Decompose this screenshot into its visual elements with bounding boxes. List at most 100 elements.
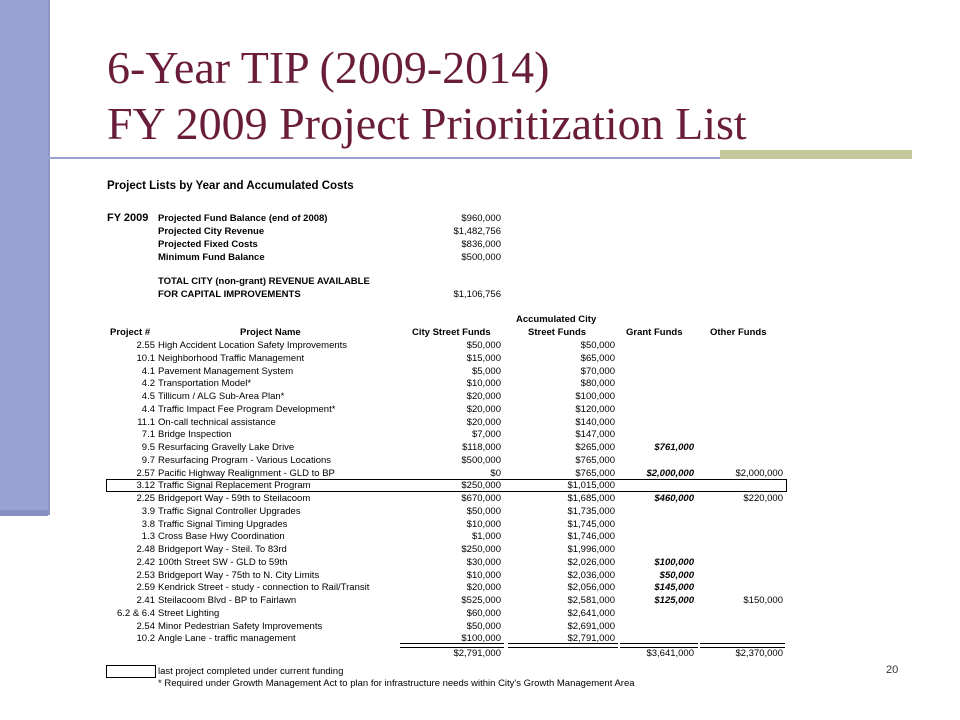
- project-name: On-call technical assistance: [158, 416, 276, 428]
- project-name: Pacific Highway Realignment - GLD to BP: [158, 467, 335, 479]
- accumulated-city-funds: $65,000: [580, 352, 615, 364]
- city-street-funds: $250,000: [461, 480, 501, 492]
- summary-value: $1,482,756: [453, 226, 501, 237]
- table-row: 2.48 Bridgeport Way - Steil. To 83rd $250,…: [100, 544, 790, 557]
- project-name: Resurfacing Gravelly Lake Drive: [158, 442, 295, 453]
- table-row: 4.2 Transportation Model* $10,000 $80,000: [100, 378, 790, 391]
- totals-row: $2,791,000 $3,641,000 $2,370,000: [100, 648, 790, 661]
- title-line-1: 6-Year TIP (2009-2014): [107, 42, 550, 93]
- project-name: Bridgeport Way - Steil. To 83rd: [158, 544, 287, 555]
- project-number: 9.5: [141, 442, 155, 453]
- table-row: 2.55 High Accident Location Safety Improv…: [100, 340, 790, 353]
- table-row: 6.2 & 6.4 Street Lighting $60,000 $2,641,00…: [100, 608, 790, 621]
- project-name: Bridgeport Way - 59th to Steilacoom: [158, 493, 311, 504]
- city-street-funds: $7,000: [471, 429, 501, 441]
- project-number: 4.1: [141, 365, 155, 377]
- project-number: 2.54: [136, 620, 156, 632]
- grant-funds: $145,000: [654, 582, 694, 594]
- summary-value: $836,000: [461, 239, 501, 250]
- grant-funds: $100,000: [654, 556, 694, 568]
- grant-funds: $2,000,000: [646, 467, 694, 479]
- accumulated-city-funds: $120,000: [575, 403, 615, 415]
- header-other: Other Funds: [710, 327, 767, 338]
- project-number: 2.42: [136, 556, 156, 568]
- project-number: 6.2 & 6.4: [116, 607, 155, 619]
- total-underline-accum: [508, 643, 618, 648]
- city-street-funds: $10,000: [466, 569, 501, 581]
- accumulated-city-funds: $1,745,000: [567, 518, 615, 530]
- project-number: 2.41: [136, 595, 156, 606]
- grant-funds: $125,000: [654, 595, 694, 606]
- accumulated-city-funds: $2,691,000: [567, 620, 615, 632]
- project-name: Kendrick Street - study - connection to …: [158, 582, 370, 594]
- project-name: Traffic Signal Replacement Program: [158, 480, 311, 492]
- title-rule-accent: [720, 150, 912, 159]
- total-grant: $3,641,000: [646, 648, 694, 659]
- page-number: 20: [886, 664, 899, 676]
- project-name: Steilacoom Blvd - BP to Fairlawn: [158, 595, 297, 606]
- other-funds: $2,000,000: [735, 467, 783, 479]
- project-number: 1.3: [141, 531, 155, 543]
- city-street-funds: $20,000: [466, 391, 501, 402]
- city-street-funds: $20,000: [466, 403, 501, 415]
- side-decor-bar-shadow: [0, 510, 48, 516]
- project-number: 3.9: [141, 505, 155, 517]
- summary-label: Projected City Revenue: [158, 226, 265, 237]
- accumulated-city-funds: $1,996,000: [567, 544, 615, 555]
- city-street-funds: $20,000: [466, 416, 501, 428]
- accumulated-city-funds: $1,685,000: [567, 493, 615, 504]
- table-row: 2.54 Minor Pedestrian Safety Improvements…: [100, 621, 790, 634]
- summary-value: $500,000: [461, 252, 501, 263]
- accumulated-city-funds: $2,056,000: [567, 582, 615, 594]
- accumulated-city-funds: $2,026,000: [567, 556, 615, 568]
- accumulated-city-funds: $2,581,000: [567, 595, 615, 606]
- last-funded-project-highlight: [106, 479, 787, 492]
- city-street-funds: $50,000: [466, 620, 501, 632]
- grant-funds: $460,000: [654, 493, 694, 504]
- project-number: 4.4: [141, 403, 155, 415]
- project-name: Traffic Impact Fee Program Development*: [158, 403, 336, 415]
- accumulated-city-funds: $100,000: [575, 391, 615, 402]
- accumulated-city-funds: $2,641,000: [567, 607, 615, 619]
- table-row: 10.2 Angle Lane - traffic management $100,…: [100, 633, 790, 646]
- project-name: Angle Lane - traffic management: [158, 633, 296, 645]
- total-available-label-1: TOTAL CITY (non-grant) REVENUE AVAILABLE: [158, 276, 370, 287]
- project-name: Neighborhood Traffic Management: [158, 352, 305, 364]
- project-number: 2.55: [136, 340, 156, 351]
- accumulated-city-funds: $80,000: [580, 378, 615, 390]
- table-row: 1.3 Cross Base Hwy Coordination $1,000 $1,7…: [100, 531, 790, 544]
- other-funds: $150,000: [743, 595, 783, 606]
- table-row: 3.8 Traffic Signal Timing Upgrades $10,000…: [100, 519, 790, 532]
- table-row: 11.1 On-call technical assistance $20,000 $…: [100, 417, 790, 430]
- project-number: 7.1: [141, 429, 155, 441]
- total-underline-city: [400, 643, 504, 648]
- table-row: 3.12 Traffic Signal Replacement Program $2…: [100, 480, 790, 493]
- header-city-funds: City Street Funds: [412, 327, 491, 338]
- city-street-funds: $525,000: [461, 595, 501, 606]
- table-row: 2.25 Bridgeport Way - 59th to Steilacoom $…: [100, 493, 790, 506]
- table-row: 4.4 Traffic Impact Fee Program Developmen…: [100, 404, 790, 417]
- project-name: Traffic Signal Timing Upgrades: [158, 518, 288, 530]
- accumulated-city-funds: $147,000: [575, 429, 615, 441]
- table-row: 2.53 Bridgeport Way - 75th to N. City Lim…: [100, 570, 790, 583]
- project-name: Traffic Signal Controller Upgrades: [158, 505, 301, 517]
- city-street-funds: $1,000: [471, 531, 501, 543]
- project-number: 2.25: [136, 493, 156, 504]
- total-available-value: $1,106,756: [453, 289, 501, 300]
- total-underline-other: [700, 643, 785, 648]
- table-row: 2.57 Pacific Highway Realignment - GLD to…: [100, 468, 790, 481]
- fy-label: FY 2009: [107, 212, 149, 224]
- project-name: Bridgeport Way - 75th to N. City Limits: [158, 569, 320, 581]
- header-project-num: Project #: [110, 327, 151, 338]
- project-name: Resurfacing Program - Various Locations: [158, 454, 332, 466]
- project-name: Bridge Inspection: [158, 429, 232, 441]
- legend-text: last project completed under current fun…: [158, 666, 344, 677]
- title-line-2: FY 2009 Project Prioritization List: [107, 98, 747, 149]
- project-number: 11.1: [137, 416, 155, 428]
- grant-funds: $50,000: [659, 569, 694, 581]
- table-row: 4.5 Tillicum / ALG Sub-Area Plan* $20,000 $…: [100, 391, 790, 404]
- slide-title: 6-Year TIP (2009-2014) FY 2009 Project P…: [107, 40, 747, 152]
- project-number: 4.5: [141, 391, 155, 402]
- project-name: Pavement Management System: [158, 365, 294, 377]
- accumulated-city-funds: $2,036,000: [567, 569, 615, 581]
